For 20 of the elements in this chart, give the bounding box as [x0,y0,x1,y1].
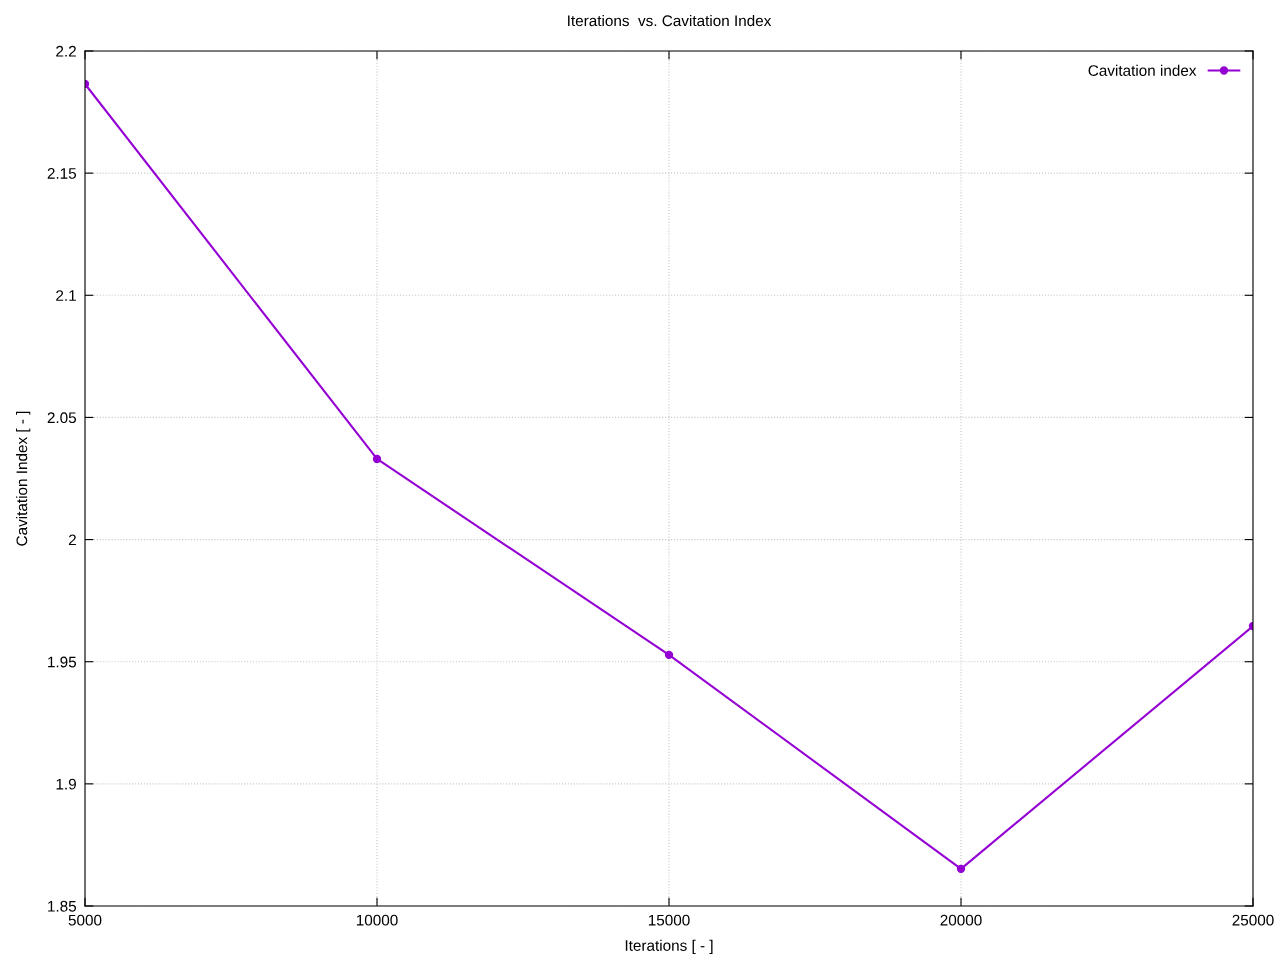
y-tick-label: 2 [68,534,76,546]
y-tick-label: 1.85 [48,900,77,912]
y-tick-label: 2.15 [47,168,77,179]
chart-title: Iterations vs. Cavitation Index [568,14,772,27]
y-tick-label: 1.95 [48,656,77,668]
x-tick-label: 25000 [1232,914,1274,926]
point [372,454,382,464]
x-tick-label: 20000 [940,914,982,926]
point [664,650,674,660]
y-tick-label: 2.05 [47,412,77,424]
x-axis-title: Iterations [ - ] [625,939,713,954]
x-tick-label: 15000 [648,914,690,926]
y-tick-label: 2.1 [56,290,76,301]
point [956,864,966,874]
y-tick-label: 1.9 [56,778,76,790]
y-axis-title: Cavitation Index [ - ] [16,411,31,546]
x-tick-label: 5000 [68,914,102,926]
x-tick-label: 10000 [356,914,398,926]
legend-label: Cavitation index [1088,64,1197,76]
y-tick-label: 2.2 [56,45,76,57]
